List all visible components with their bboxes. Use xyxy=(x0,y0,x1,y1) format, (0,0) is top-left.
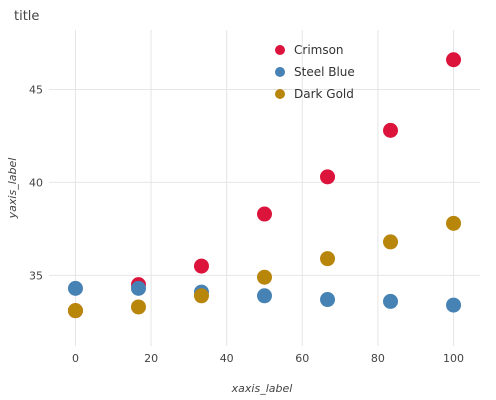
data-point-dark-gold xyxy=(446,215,462,231)
series-dark-gold xyxy=(67,215,462,319)
y-tick-label: 45 xyxy=(29,83,43,96)
y-tick-label: 40 xyxy=(29,176,43,189)
data-point-steel-blue xyxy=(446,297,462,313)
data-point-dark-gold xyxy=(383,234,399,250)
tick-labels: 0 20 40 60 80 100 35 40 45 xyxy=(29,83,464,365)
data-point-dark-gold xyxy=(193,288,209,304)
x-tick-label: 40 xyxy=(220,352,234,365)
data-point-dark-gold xyxy=(320,251,336,267)
data-point-steel-blue xyxy=(257,288,272,304)
data-point-dark-gold xyxy=(130,299,146,315)
x-tick-label: 0 xyxy=(72,352,79,365)
data-point-dark-gold xyxy=(67,303,83,319)
legend-label-steel-blue: Steel Blue xyxy=(294,65,355,79)
y-tick-label: 35 xyxy=(29,269,43,282)
data-point-dark-gold xyxy=(257,269,272,285)
x-tick-label: 20 xyxy=(144,352,158,365)
data-point-crimson xyxy=(446,52,462,68)
x-axis-title: xaxis_label xyxy=(231,382,293,395)
x-tick-label: 60 xyxy=(295,352,309,365)
grid xyxy=(49,30,480,346)
data-point-crimson xyxy=(257,206,272,222)
x-tick-label: 80 xyxy=(371,352,385,365)
y-axis-title: yaxis_label xyxy=(6,158,19,220)
series xyxy=(67,52,462,319)
data-point-steel-blue xyxy=(383,293,399,309)
data-point-steel-blue xyxy=(320,292,336,308)
legend-marker-crimson xyxy=(275,45,285,55)
data-point-crimson xyxy=(193,258,209,274)
legend-marker-dark-gold xyxy=(275,89,285,99)
chart-title: title xyxy=(14,9,39,24)
data-point-crimson xyxy=(383,122,399,138)
data-point-steel-blue xyxy=(67,280,83,296)
x-tick-label: 100 xyxy=(443,352,464,365)
data-point-steel-blue xyxy=(130,280,146,296)
legend-label-crimson: Crimson xyxy=(294,43,344,57)
data-point-crimson xyxy=(320,169,336,185)
legend-marker-steel-blue xyxy=(275,67,285,77)
legend: Crimson Steel Blue Dark Gold xyxy=(275,43,355,101)
series-steel-blue xyxy=(67,280,462,313)
legend-label-dark-gold: Dark Gold xyxy=(294,87,354,101)
